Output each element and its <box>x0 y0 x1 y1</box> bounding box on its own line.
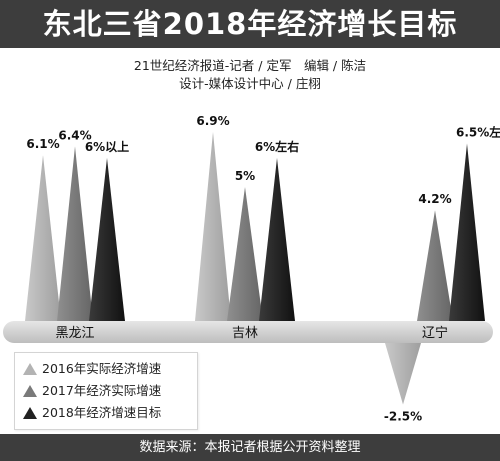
legend: 2016年实际经济增速 2017年经济实际增速 2018年经济增速目标 <box>14 352 198 430</box>
data-label-2-2: 6.5%左右 <box>456 125 500 140</box>
data-label-1-0: 6.9% <box>196 114 229 128</box>
category-band <box>3 321 493 343</box>
legend-label: 2016年实际经济增速 <box>42 361 162 376</box>
footer-bar <box>0 434 500 461</box>
chart-title: 东北三省2018年经济增长目标 <box>42 7 458 41</box>
title-banner <box>0 0 500 48</box>
category-label-1: 吉林 <box>232 326 258 341</box>
data-label-0-1: 6.4% <box>58 128 91 142</box>
legend-label: 2018年经济增速目标 <box>42 405 162 420</box>
spike-1-0 <box>195 131 231 321</box>
spike-0-0 <box>25 155 61 321</box>
data-label-2-0: -2.5% <box>384 410 422 424</box>
credit-line-designer: 设计-媒体设计中心 / 庄栩 <box>179 76 321 91</box>
data-label-1-2: 6%左右 <box>255 139 299 154</box>
spike-2-1 <box>417 210 453 321</box>
category-label-2: 辽宁 <box>422 325 448 341</box>
spike-2-2 <box>449 143 485 321</box>
legend-triangle-icon <box>23 363 37 375</box>
spike-2-0 <box>385 343 421 405</box>
data-label-0-0: 6.1% <box>26 137 59 151</box>
legend-triangle-icon <box>23 385 37 397</box>
data-source: 数据来源：本报记者根据公开资料整理 <box>139 440 361 455</box>
spike-0-2 <box>89 158 125 321</box>
category-label-0: 黑龙江 <box>55 326 94 341</box>
spike-1-2 <box>259 158 295 321</box>
data-label-0-2: 6%以上 <box>85 139 129 154</box>
spike-1-1 <box>227 187 263 321</box>
data-label-1-1: 5% <box>235 169 255 183</box>
spike-0-1 <box>57 146 93 321</box>
credit-line-reporter: 21世纪经济报道-记者 / 定军 编辑 / 陈洁 <box>133 58 367 73</box>
legend-label: 2017年经济实际增速 <box>42 383 162 398</box>
data-label-2-1: 4.2% <box>418 192 451 206</box>
legend-triangle-icon <box>23 407 37 419</box>
